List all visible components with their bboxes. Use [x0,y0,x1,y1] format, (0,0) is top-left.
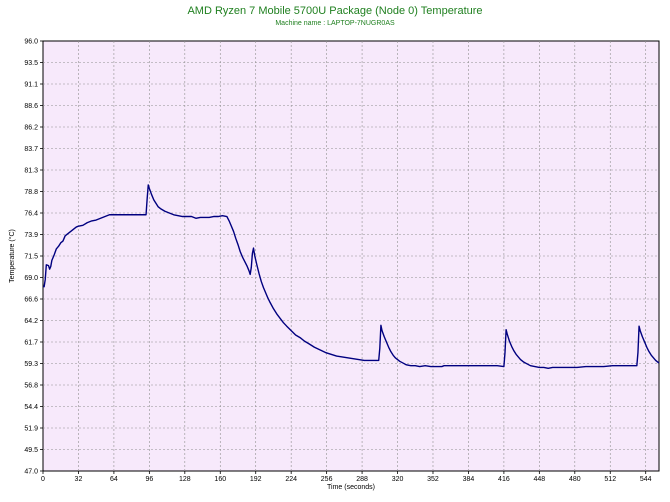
x-tick-label: 320 [392,476,404,483]
x-tick-label: 160 [214,476,226,483]
y-tick-label: 93.5 [24,60,38,67]
y-tick-label: 88.6 [24,103,38,110]
y-tick-label: 47.0 [24,469,38,476]
y-tick-label: 59.3 [24,361,38,368]
grid-lines [43,41,659,471]
y-tick-label: 76.4 [24,211,38,218]
x-tick-label: 384 [463,476,475,483]
x-tick-label: 96 [145,476,153,483]
x-tick-label: 544 [640,476,652,483]
y-tick-label: 73.9 [24,232,38,239]
x-tick-label: 128 [179,476,191,483]
y-tick-label: 56.8 [24,383,38,390]
x-tick-label: 64 [110,476,118,483]
series-line [43,184,660,370]
x-tick-label: 288 [356,476,368,483]
y-tick-label: 54.4 [24,404,38,411]
y-tick-label: 81.3 [24,168,38,175]
chart-subtitle: Machine name : LAPTOP-7NUGR0AS [275,20,395,27]
x-tick-label: 512 [604,476,616,483]
y-tick-label: 71.5 [24,254,38,261]
x-tick-label: 0 [41,476,45,483]
y-tick-label: 78.8 [24,189,38,196]
x-tick-label: 480 [569,476,581,483]
x-tick-label: 416 [498,476,510,483]
y-tick-label: 64.2 [24,318,38,325]
y-axis-ticks: 96.0 93.5 91.1 88.6 86.2 83.7 81.3 78.8 76.4 73.9… [24,39,43,476]
y-tick-label: 69.0 [24,275,38,282]
y-axis-label: Temperature (°C) [8,229,16,283]
x-axis-label: Time (seconds) [327,484,375,491]
y-tick-label: 66.6 [24,297,38,304]
x-axis-ticks: 0 32 64 96 128 160 192 224 256 288 320 352 384 416 448… [41,471,652,483]
y-tick-label: 83.7 [24,146,38,153]
chart-title: AMD Ryzen 7 Mobile 5700U Package (Node 0… [187,5,483,17]
y-tick-label: 61.7 [24,340,38,347]
x-tick-label: 448 [534,476,546,483]
x-tick-label: 352 [427,476,439,483]
y-tick-label: 49.5 [24,447,38,454]
x-tick-label: 192 [250,476,262,483]
x-tick-label: 256 [321,476,333,483]
y-tick-label: 51.9 [24,426,38,433]
x-tick-label: 224 [285,476,297,483]
y-tick-label: 91.1 [24,82,38,89]
x-tick-label: 32 [75,476,83,483]
y-tick-label: 96.0 [24,39,38,46]
y-tick-label: 86.2 [24,125,38,132]
